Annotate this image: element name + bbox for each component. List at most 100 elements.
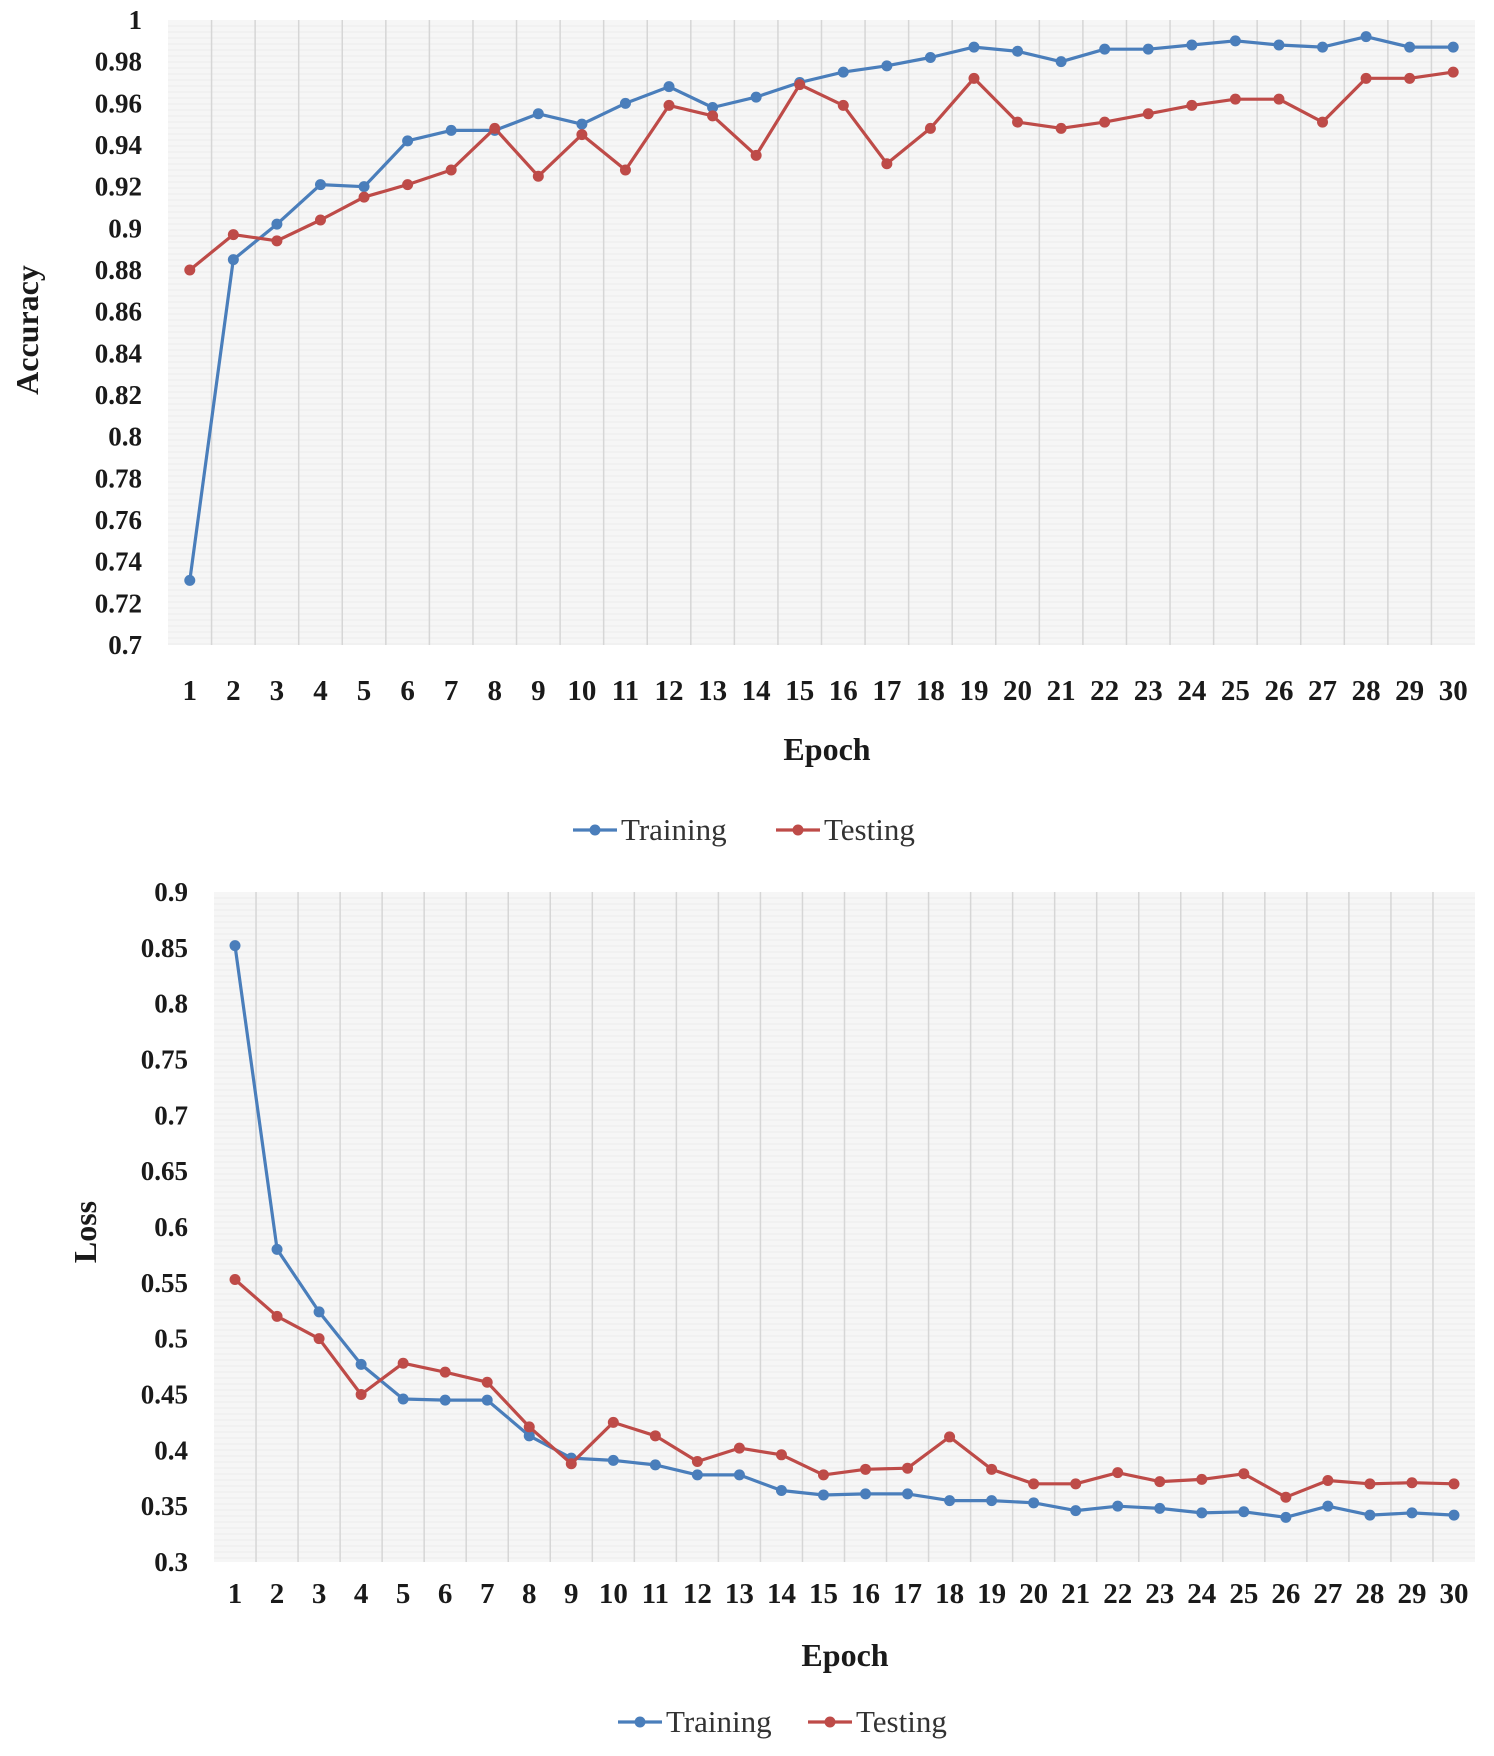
data-point-testing [402, 179, 414, 191]
y-tick-label: 0.5 [154, 1324, 188, 1354]
x-tick-label: 13 [725, 1578, 754, 1610]
data-point-training [775, 1485, 787, 1497]
data-point-testing [397, 1357, 409, 1369]
data-point-testing [1280, 1491, 1292, 1503]
x-tick-label: 8 [522, 1578, 537, 1610]
data-point-testing [1364, 1478, 1376, 1490]
data-point-testing [1404, 72, 1416, 84]
y-tick-label: 0.45 [141, 1380, 188, 1410]
data-point-testing [1055, 122, 1067, 134]
x-tick-label: 25 [1221, 675, 1250, 707]
data-point-testing [532, 170, 544, 182]
y-tick-label: 0.72 [95, 588, 142, 618]
data-point-testing [1317, 116, 1329, 128]
x-tick-label: 22 [1103, 1578, 1132, 1610]
data-point-testing [229, 1273, 241, 1285]
x-tick-label: 26 [1264, 675, 1293, 707]
x-tick-label: 19 [977, 1578, 1006, 1610]
legend-item-training: Training [618, 1704, 772, 1739]
series-line-testing [233, 1278, 1455, 1499]
y-tick-label: 0.74 [95, 547, 142, 577]
data-point-training [619, 97, 631, 109]
data-point-testing [481, 1376, 493, 1388]
x-tick-label: 28 [1352, 675, 1381, 707]
data-point-training [355, 1358, 367, 1370]
data-point-testing [794, 79, 806, 91]
y-tick-label: 0.75 [141, 1045, 188, 1075]
data-point-testing [1360, 72, 1372, 84]
x-tick-label: 11 [642, 1578, 669, 1610]
data-point-training [1238, 1506, 1250, 1518]
data-point-testing [881, 158, 893, 170]
data-point-training [576, 118, 588, 130]
data-point-training [1447, 41, 1459, 53]
y-tick-label: 0.7 [108, 630, 142, 660]
y-tick-label: 0.78 [95, 463, 142, 493]
legend-label: Training [666, 1704, 772, 1739]
x-tick-label: 7 [480, 1578, 495, 1610]
data-point-testing [1196, 1473, 1208, 1485]
x-tick-label: 1 [228, 1578, 243, 1610]
legend-marker [634, 1716, 646, 1728]
data-point-training [523, 1430, 535, 1442]
data-point-training [314, 179, 326, 191]
data-point-training [358, 181, 370, 193]
x-tick-label: 6 [400, 675, 415, 707]
accuracy-chart: 0.7 0.72 0.74 0.76 0.78 0.8 0.82 0.84 0.86 0.88 0.… [9, 5, 1475, 847]
plot-area: 0.7 0.72 0.74 0.76 0.78 0.8 0.82 0.84 0.86 0.88 0.… [95, 5, 1475, 707]
data-point-testing [860, 1463, 872, 1475]
data-point-training [439, 1394, 451, 1406]
x-tick-label: 4 [354, 1578, 369, 1610]
x-tick-label: 16 [851, 1578, 880, 1610]
data-point-training [1154, 1502, 1166, 1514]
data-point-training [1448, 1509, 1460, 1521]
x-tick-label: 17 [872, 675, 901, 707]
data-point-testing [1070, 1478, 1082, 1490]
data-point-training [402, 135, 414, 147]
series-line-testing [188, 70, 1454, 272]
x-tick-label: 26 [1271, 1578, 1300, 1610]
x-tick-label: 21 [1047, 675, 1076, 707]
x-tick-label: 24 [1177, 675, 1206, 707]
x-tick-label: 15 [809, 1578, 838, 1610]
x-tick-label: 9 [564, 1578, 579, 1610]
legend-label: Testing [856, 1704, 947, 1739]
y-tick-label: 0.84 [95, 338, 142, 368]
x-tick-label: 4 [313, 675, 328, 707]
data-point-testing [227, 229, 239, 241]
data-point-training [968, 41, 980, 53]
data-point-testing [489, 122, 501, 134]
x-axis-title: Epoch [783, 731, 870, 767]
data-point-testing [944, 1431, 956, 1443]
x-tick-label: 12 [683, 1578, 712, 1610]
y-tick-label: 0.82 [95, 380, 142, 410]
data-point-testing [691, 1456, 703, 1467]
y-tick-label: 0.92 [95, 172, 142, 202]
data-point-testing [968, 72, 980, 84]
data-point-testing [1406, 1477, 1418, 1489]
x-tick-label: 20 [1003, 675, 1032, 707]
data-point-training [271, 1243, 283, 1255]
data-point-testing [733, 1442, 745, 1454]
data-point-training [902, 1488, 914, 1500]
data-point-training [1317, 41, 1329, 53]
y-axis-title: Loss [67, 1201, 103, 1263]
data-point-testing [1229, 93, 1241, 105]
data-point-training [184, 574, 196, 586]
y-tick-label: 0.9 [154, 877, 188, 907]
data-point-testing [1273, 93, 1285, 105]
legend-item-testing: Testing [808, 1704, 947, 1739]
x-tick-label: 5 [357, 675, 372, 707]
data-point-training [691, 1469, 703, 1481]
data-point-training [860, 1488, 872, 1500]
data-point-testing [439, 1366, 451, 1378]
data-point-testing [924, 122, 936, 134]
x-tick-label: 19 [959, 675, 988, 707]
y-tick-label: 0.98 [95, 47, 142, 77]
legend-marker [589, 824, 601, 836]
x-tick-label: 30 [1439, 1578, 1468, 1610]
y-tick-label: 0.55 [141, 1268, 188, 1298]
x-tick-label: 23 [1145, 1578, 1174, 1610]
y-tick-label: 0.8 [108, 422, 142, 452]
x-tick-label: 18 [916, 675, 945, 707]
